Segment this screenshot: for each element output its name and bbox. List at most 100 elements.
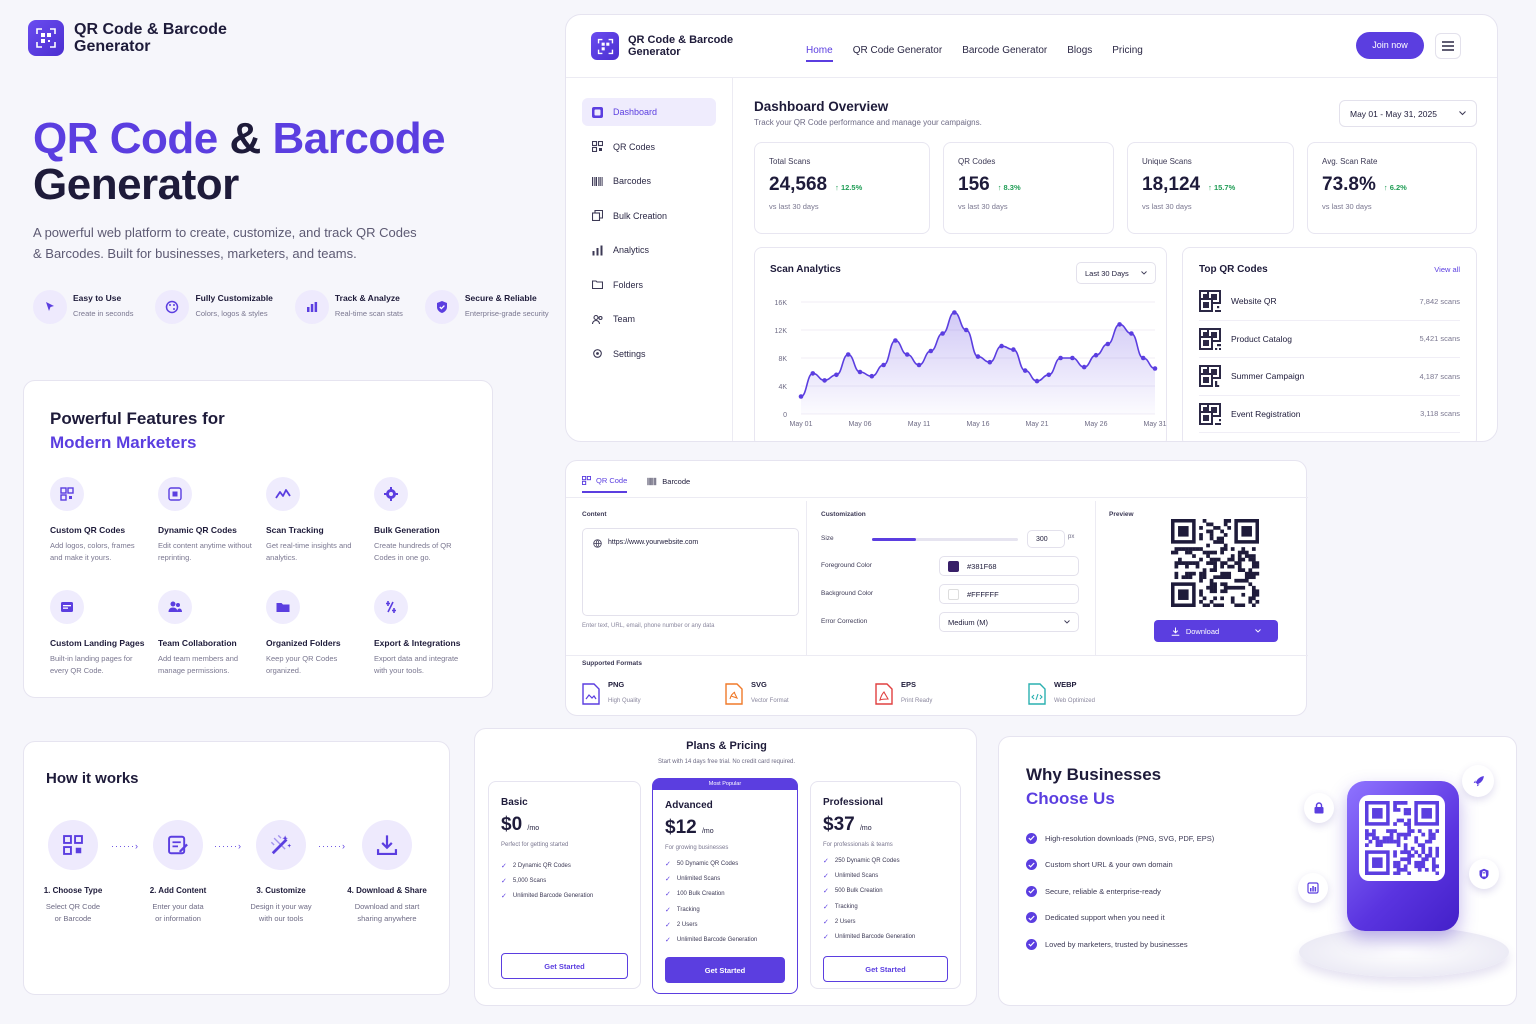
- dashboard-brand[interactable]: QR Code & Barcode Generator: [591, 32, 733, 60]
- data-point[interactable]: [1093, 352, 1099, 358]
- plan-feature-text: Unlimited Scans: [834, 872, 879, 879]
- download-button[interactable]: Download: [1154, 620, 1278, 642]
- qr-module: [1255, 571, 1260, 576]
- foreground-color-input[interactable]: #381F68: [939, 556, 1079, 576]
- plan-price: $0: [501, 814, 523, 835]
- sidebar-item-qr-codes[interactable]: QR Codes: [582, 133, 716, 161]
- qr-module: [1219, 347, 1221, 350]
- data-point[interactable]: [916, 362, 922, 368]
- plan-basic-cta[interactable]: Get Started: [501, 953, 628, 979]
- sidebar-item-analytics[interactable]: Analytics: [582, 236, 716, 264]
- data-point[interactable]: [1140, 355, 1146, 361]
- size-slider[interactable]: [872, 538, 1018, 541]
- plan-advanced-cta[interactable]: Get Started: [665, 957, 785, 983]
- tab-qr-code[interactable]: QR Code: [582, 476, 628, 493]
- data-point[interactable]: [881, 362, 886, 368]
- feature-title: Custom QR Codes: [50, 525, 126, 535]
- x-tick-label: May 11: [908, 421, 931, 428]
- data-point[interactable]: [1046, 372, 1052, 378]
- why-title-line1: Why Businesses: [1026, 765, 1162, 784]
- data-point[interactable]: [810, 371, 816, 376]
- sidebar-item-dashboard[interactable]: Dashboard: [582, 98, 716, 126]
- sidebar-item-team[interactable]: Team: [582, 305, 716, 333]
- nav-barcode-generator[interactable]: Barcode Generator: [962, 45, 1048, 56]
- data-point[interactable]: [893, 338, 898, 343]
- sidebar-item-barcodes[interactable]: Barcodes: [582, 167, 716, 195]
- data-point[interactable]: [822, 378, 827, 383]
- qr-module: [1389, 829, 1394, 833]
- data-point[interactable]: [999, 343, 1004, 349]
- eps-file-icon: [875, 682, 893, 705]
- qr-module: [1213, 596, 1217, 601]
- data-point[interactable]: [963, 327, 969, 333]
- top-qr-row[interactable]: Event Registration 3,118 scans: [1199, 396, 1460, 433]
- view-all-link[interactable]: View all: [1434, 265, 1460, 274]
- nav-home[interactable]: Home: [806, 45, 833, 62]
- brand[interactable]: QR Code & Barcode Generator: [28, 20, 227, 56]
- date-range-select[interactable]: May 01 - May 31, 2025: [1339, 100, 1477, 127]
- size-input[interactable]: 300: [1027, 530, 1065, 548]
- data-point[interactable]: [1129, 331, 1134, 336]
- feature-title: Scan Tracking: [266, 525, 324, 535]
- qr-module: [1209, 557, 1214, 562]
- qr-module: [1255, 564, 1260, 569]
- data-point[interactable]: [1070, 355, 1075, 361]
- error-correction-select[interactable]: Medium (M): [939, 612, 1079, 632]
- data-point[interactable]: [1152, 366, 1158, 371]
- data-point[interactable]: [1022, 368, 1028, 373]
- nav-qr-generator[interactable]: QR Code Generator: [852, 45, 943, 56]
- qr-module: [1219, 422, 1221, 425]
- data-point[interactable]: [1105, 341, 1111, 347]
- data-point[interactable]: [952, 310, 957, 315]
- qr-finder-core: [1372, 808, 1383, 819]
- data-point[interactable]: [1081, 364, 1087, 370]
- analytics-range-select[interactable]: Last 30 Days: [1076, 262, 1156, 284]
- plan-name: Basic: [501, 797, 528, 808]
- qr-module: [1400, 818, 1404, 823]
- data-point[interactable]: [1117, 322, 1122, 327]
- data-point[interactable]: [857, 369, 863, 375]
- stat-label: QR Codes: [958, 157, 996, 166]
- why-list: High-resolution downloads (PNG, SVG, PDF…: [1026, 825, 1214, 958]
- qr-module: [1396, 839, 1401, 844]
- data-point[interactable]: [798, 394, 804, 399]
- plan-feature-text: 100 Bulk Creation: [676, 891, 725, 898]
- data-point[interactable]: [904, 352, 910, 357]
- qr-icon: [592, 141, 603, 152]
- plan-professional-cta[interactable]: Get Started: [823, 956, 948, 982]
- data-point[interactable]: [1058, 355, 1063, 361]
- sidebar-item-settings[interactable]: Settings: [582, 340, 716, 368]
- data-point[interactable]: [975, 354, 981, 359]
- sidebar-item-bulk-creation[interactable]: Bulk Creation: [582, 202, 716, 230]
- top-qr-row[interactable]: Website QR 7,842 scans: [1199, 283, 1460, 321]
- data-point[interactable]: [928, 348, 934, 354]
- menu-button[interactable]: [1435, 33, 1461, 59]
- hero-pill-track: Track & Analyze Real-time scan stats: [294, 290, 403, 324]
- qr-module: [1213, 561, 1217, 565]
- check-icon: ✓: [665, 891, 671, 899]
- plan-feature: ✓ Unlimited Barcode Generation: [665, 932, 785, 947]
- data-point[interactable]: [1011, 347, 1016, 352]
- data-point[interactable]: [845, 352, 851, 357]
- data-point[interactable]: [869, 373, 875, 379]
- data-point[interactable]: [987, 359, 993, 365]
- nav-blogs[interactable]: Blogs: [1067, 45, 1093, 56]
- qr-module: [1403, 846, 1408, 851]
- qr-module: [1241, 592, 1246, 597]
- palette-icon: [155, 290, 190, 324]
- content-textarea[interactable]: https://www.yourwebsite.com: [582, 528, 799, 616]
- data-point[interactable]: [834, 372, 839, 378]
- nav-pricing[interactable]: Pricing: [1112, 45, 1143, 56]
- qr-module: [1407, 818, 1412, 823]
- background-color-input[interactable]: #FFFFFF: [939, 584, 1079, 604]
- qr-module: [1403, 801, 1408, 805]
- feature-desc: Get real-time insights and analytics.: [266, 541, 352, 562]
- data-point[interactable]: [1034, 378, 1040, 384]
- data-point[interactable]: [940, 331, 945, 336]
- join-now-button[interactable]: Join now: [1356, 32, 1424, 59]
- top-qr-row[interactable]: Product Catalog 5,421 scans: [1199, 321, 1460, 358]
- top-qr-row[interactable]: Summer Campaign 4,187 scans: [1199, 358, 1460, 396]
- sidebar-item-folders[interactable]: Folders: [582, 271, 716, 299]
- tab-barcode[interactable]: Barcode: [647, 476, 690, 493]
- qr-module: [1241, 550, 1246, 555]
